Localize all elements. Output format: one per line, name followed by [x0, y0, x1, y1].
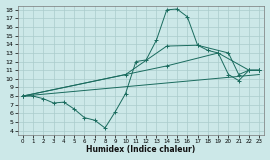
X-axis label: Humidex (Indice chaleur): Humidex (Indice chaleur) [86, 145, 196, 154]
